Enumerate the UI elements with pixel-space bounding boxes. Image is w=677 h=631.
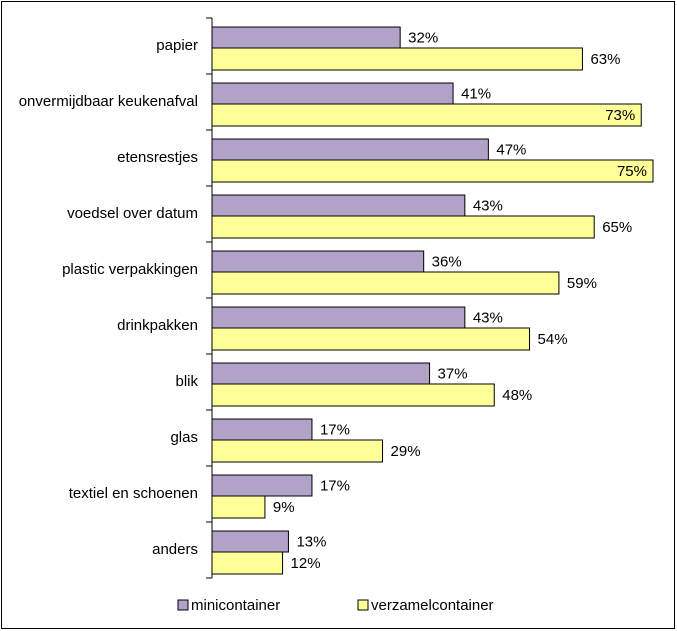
bar: [211, 495, 266, 519]
bar: [211, 103, 642, 127]
category-label: glas: [10, 410, 198, 466]
category-text: onvermijdbaar keukenafval: [18, 93, 198, 110]
bar: [211, 362, 431, 385]
data-label: 65%: [602, 219, 632, 236]
category-text: anders: [152, 541, 198, 558]
bar: [211, 271, 560, 295]
category-text: drinkpakken: [117, 317, 198, 334]
data-label: 73%: [605, 107, 635, 124]
bar: [211, 82, 454, 105]
data-label: 9%: [273, 499, 295, 516]
category-text: glas: [170, 429, 198, 446]
category-label: etensrestjes: [10, 130, 198, 186]
bar: [211, 327, 531, 351]
data-label: 32%: [408, 29, 438, 46]
data-label: 17%: [320, 477, 350, 494]
legend-swatch: [357, 599, 369, 611]
bar: [211, 439, 384, 463]
category-label: plastic verpakkingen: [10, 242, 198, 298]
data-label: 47%: [496, 141, 526, 158]
bar: [211, 215, 595, 239]
category-text: textiel en schoenen: [68, 485, 198, 502]
data-label: 54%: [538, 331, 568, 348]
category-label: onvermijdbaar keukenafval: [10, 74, 198, 130]
category-text: etensrestjes: [117, 149, 198, 166]
data-label: 29%: [391, 443, 421, 460]
category-text: blik: [175, 373, 198, 390]
bar: [211, 194, 466, 217]
category-label: anders: [10, 522, 198, 578]
bar: [211, 383, 495, 407]
category-label: papier: [10, 18, 198, 74]
bar: [211, 551, 284, 575]
category-label: blik: [10, 354, 198, 410]
category-label: textiel en schoenen: [10, 466, 198, 522]
bar: [211, 306, 466, 329]
data-label: 12%: [291, 555, 321, 572]
data-label: 13%: [296, 533, 326, 550]
data-label: 63%: [590, 51, 620, 68]
legend-label: minicontainer: [191, 597, 280, 614]
category-label: voedsel over datum: [10, 186, 198, 242]
legend-swatch: [177, 599, 189, 611]
bar: [211, 26, 401, 49]
bar: [211, 250, 425, 273]
data-label: 75%: [617, 163, 647, 180]
bar: [211, 530, 289, 553]
bar: [211, 47, 583, 71]
data-label: 41%: [461, 85, 491, 102]
data-label: 43%: [473, 309, 503, 326]
data-label: 17%: [320, 421, 350, 438]
data-label: 37%: [438, 365, 468, 382]
bar: [211, 138, 489, 161]
bar: [211, 474, 313, 497]
bar: [211, 418, 313, 441]
legend-label: verzamelcontainer: [371, 597, 494, 614]
category-text: plastic verpakkingen: [62, 261, 198, 278]
data-label: 36%: [432, 253, 462, 270]
category-label: drinkpakken: [10, 298, 198, 354]
data-label: 48%: [502, 387, 532, 404]
data-label: 59%: [567, 275, 597, 292]
category-text: voedsel over datum: [67, 205, 198, 222]
bar: [211, 159, 654, 183]
data-label: 43%: [473, 197, 503, 214]
category-text: papier: [156, 37, 198, 54]
